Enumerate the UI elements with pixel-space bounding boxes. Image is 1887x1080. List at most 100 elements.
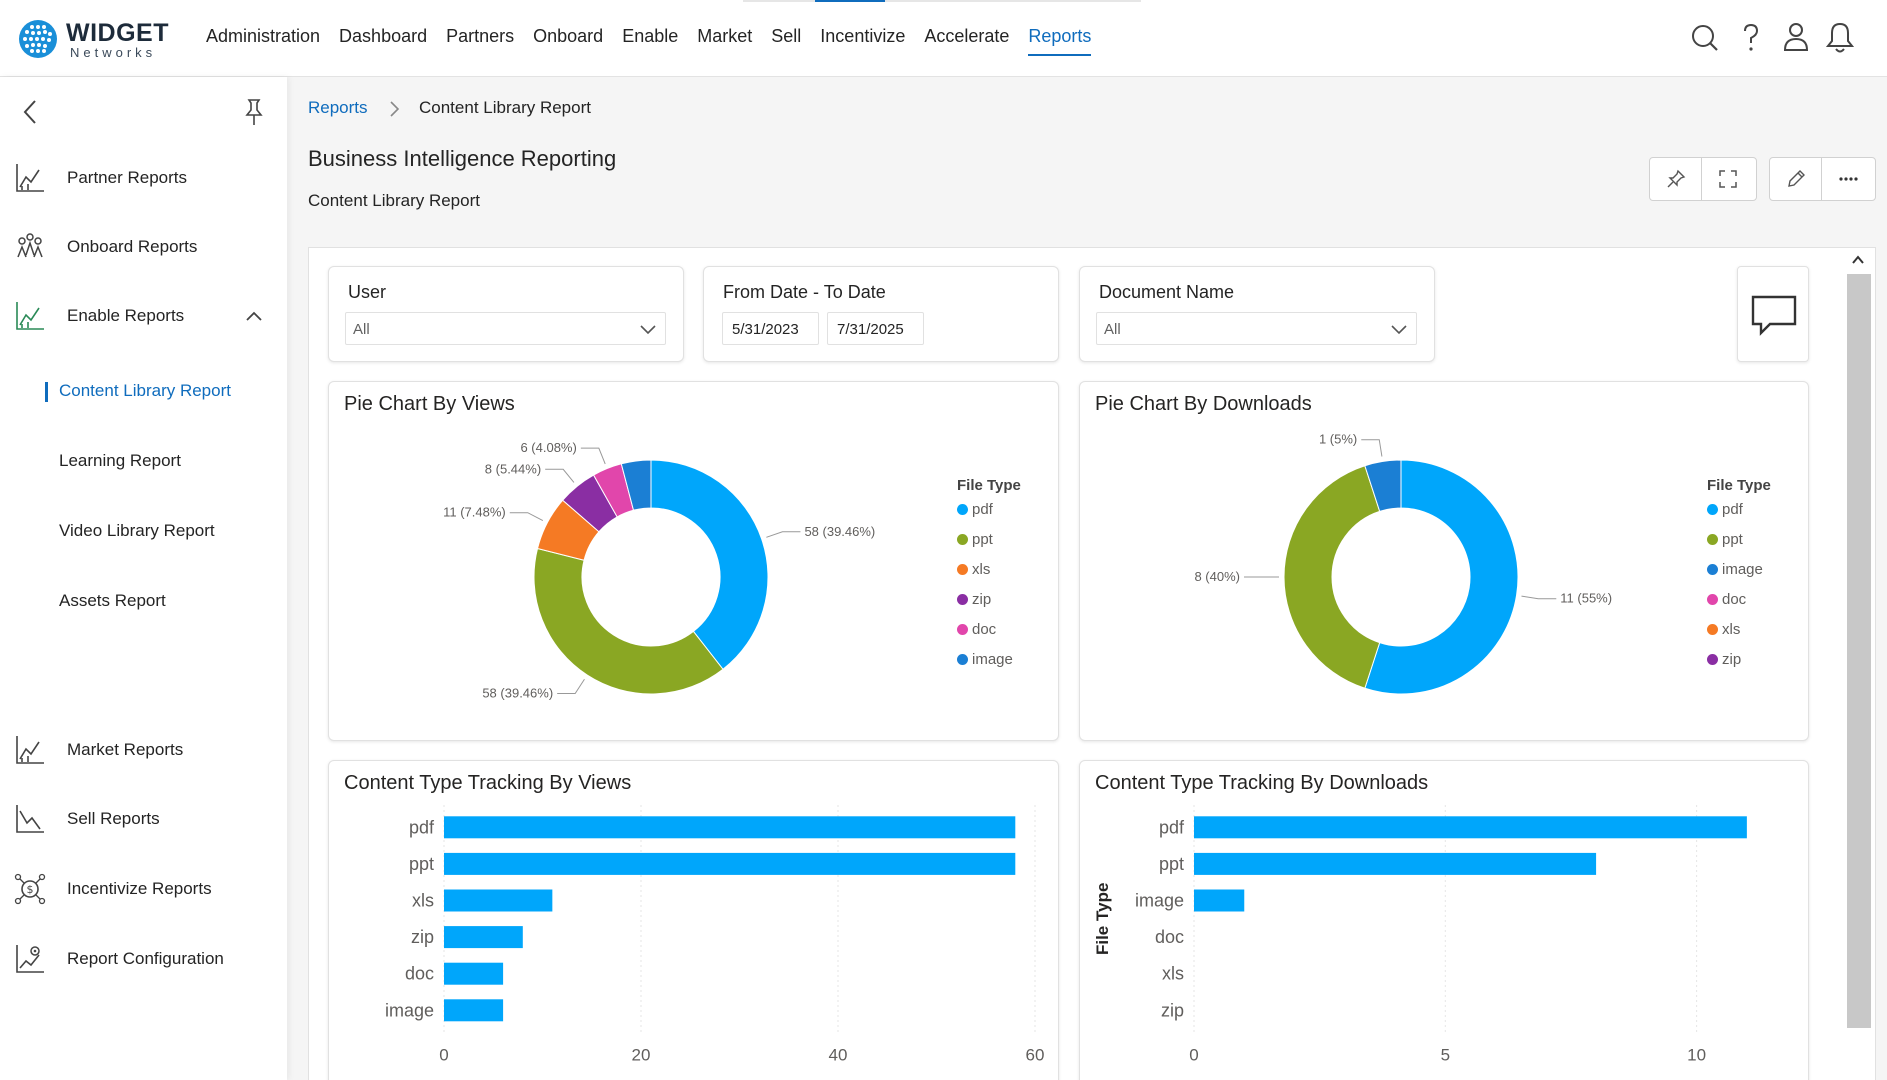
- bar-image[interactable]: [1194, 889, 1245, 912]
- pie-slice-pdf[interactable]: [1364, 459, 1519, 695]
- legend-dot: [1707, 594, 1718, 605]
- nav-onboard[interactable]: Onboard: [533, 26, 604, 46]
- logo[interactable]: WIDGET Networks: [18, 18, 169, 60]
- nav-accelerate[interactable]: Accelerate: [924, 26, 1010, 46]
- legend-item-ppt[interactable]: ppt: [1707, 531, 1807, 561]
- data-label-ppt: 58 (39.46%): [482, 685, 553, 700]
- sidebar-item-market-reports[interactable]: Market Reports: [0, 726, 287, 776]
- comment-button[interactable]: [1737, 266, 1809, 362]
- nav-partners[interactable]: Partners: [446, 26, 515, 46]
- collapse-sidebar-icon[interactable]: [18, 97, 42, 127]
- pin-icon[interactable]: [242, 97, 266, 127]
- fullscreen-button[interactable]: [1702, 158, 1754, 200]
- sidebar-sub-label: Video Library Report: [59, 521, 215, 540]
- data-label-ppt: 8 (40%): [1194, 569, 1240, 584]
- from-date-input[interactable]: 5/31/2023: [722, 312, 819, 345]
- sidebar-sub-video-library-report[interactable]: Video Library Report: [0, 510, 287, 550]
- nav-sell[interactable]: Sell: [771, 26, 802, 46]
- legend-dot: [1707, 504, 1718, 515]
- sidebar-item-incentivize-reports[interactable]: $ Incentivize Reports: [0, 865, 287, 915]
- nav-incentivize[interactable]: Incentivize: [820, 26, 906, 46]
- legend-item-xls[interactable]: xls: [957, 561, 1057, 591]
- user-select[interactable]: All: [345, 312, 666, 345]
- pie-slice-pdf[interactable]: [650, 459, 769, 670]
- x-tick-label: 40: [829, 1046, 848, 1065]
- legend-item-image[interactable]: image: [957, 651, 1057, 681]
- legend-item-zip[interactable]: zip: [957, 591, 1057, 621]
- sidebar-item-report-configuration[interactable]: Report Configuration: [0, 935, 287, 985]
- sidebar-sub-content-library-report[interactable]: Content Library Report: [0, 370, 287, 410]
- top-bar: WIDGET Networks Administration Dashboard…: [0, 0, 1887, 77]
- nav-reports[interactable]: Reports: [1028, 26, 1092, 56]
- scrollbar-thumb[interactable]: [1847, 274, 1871, 1028]
- x-tick-label: 5: [1441, 1046, 1450, 1065]
- chevron-down-icon: [1391, 325, 1407, 335]
- sidebar-sub-assets-report[interactable]: Assets Report: [0, 580, 287, 620]
- legend-item-xls[interactable]: xls: [1707, 621, 1807, 651]
- bar-ppt[interactable]: [444, 852, 1016, 875]
- sidebar-item-partner-reports[interactable]: Partner Reports: [0, 154, 287, 204]
- y-tick-label: image: [1135, 891, 1184, 911]
- search-icon[interactable]: [1688, 20, 1722, 56]
- data-label-xls: 11 (7.48%): [443, 505, 506, 520]
- nav-market[interactable]: Market: [697, 26, 753, 46]
- help-icon[interactable]: [1734, 20, 1768, 56]
- legend-item-pdf[interactable]: pdf: [957, 501, 1057, 531]
- breadcrumb-current: Content Library Report: [419, 98, 591, 117]
- legend-item-doc[interactable]: doc: [957, 621, 1057, 651]
- pie-chart-downloads-plot: 11 (55%) 8 (40%) 1 (5%): [1194, 432, 1612, 695]
- legend-item-ppt[interactable]: ppt: [957, 531, 1057, 561]
- pin-report-button[interactable]: [1650, 158, 1702, 200]
- chevron-up-icon[interactable]: [244, 306, 264, 326]
- nav-administration[interactable]: Administration: [206, 26, 321, 46]
- scroll-up-icon[interactable]: [1850, 252, 1866, 268]
- bar-image[interactable]: [444, 999, 504, 1022]
- document-filter-label: Document Name: [1099, 282, 1235, 302]
- pie-slice-ppt[interactable]: [1283, 465, 1381, 689]
- data-label-leader: [580, 447, 606, 465]
- more-options-button[interactable]: [1822, 158, 1874, 200]
- data-label-leader: [766, 531, 801, 538]
- y-axis-title: File Type: [1093, 883, 1112, 955]
- edit-button[interactable]: [1770, 158, 1822, 200]
- data-label-leader: [1361, 439, 1383, 457]
- notification-bell-icon[interactable]: [1823, 20, 1857, 56]
- document-select[interactable]: All: [1096, 312, 1417, 345]
- bar-pdf[interactable]: [1194, 816, 1747, 839]
- y-tick-label: doc: [1155, 927, 1184, 947]
- legend-item-image[interactable]: image: [1707, 561, 1807, 591]
- loading-progress: [743, 0, 1141, 2]
- y-tick-label: xls: [412, 891, 434, 911]
- logo-icon: [19, 20, 57, 58]
- sidebar-item-sell-reports[interactable]: Sell Reports: [0, 795, 287, 845]
- pie-slice-image[interactable]: [1364, 459, 1402, 513]
- nav-enable[interactable]: Enable: [622, 26, 679, 46]
- bar-pdf[interactable]: [444, 816, 1016, 839]
- y-tick-label: zip: [411, 927, 434, 947]
- bar-zip[interactable]: [444, 926, 523, 949]
- bar-ppt[interactable]: [1194, 852, 1597, 875]
- pie-slice-image[interactable]: [620, 459, 652, 511]
- date-range-label: From Date - To Date: [723, 282, 886, 302]
- legend-item-doc[interactable]: doc: [1707, 591, 1807, 621]
- legend: File Type pdf ppt xls zip doc image: [957, 477, 1057, 681]
- sidebar-sub-label: Learning Report: [59, 451, 181, 470]
- bar-doc[interactable]: [444, 962, 504, 985]
- user-icon[interactable]: [1779, 20, 1813, 56]
- user-select-value: All: [353, 321, 370, 338]
- pie-slice-ppt[interactable]: [533, 547, 724, 695]
- sidebar-item-enable-reports[interactable]: Enable Reports: [0, 292, 287, 342]
- to-date-input[interactable]: 7/31/2025: [827, 312, 924, 345]
- legend-dot: [957, 504, 968, 515]
- bar-xls[interactable]: [444, 889, 553, 912]
- sidebar-item-onboard-reports[interactable]: Onboard Reports: [0, 223, 287, 273]
- breadcrumb-reports-link[interactable]: Reports: [308, 98, 368, 117]
- data-label-leader: [545, 468, 575, 483]
- report-scrollbar[interactable]: [1845, 248, 1871, 1080]
- sidebar-sub-learning-report[interactable]: Learning Report: [0, 440, 287, 480]
- x-tick-label: 10: [1687, 1046, 1706, 1065]
- legend-item-pdf[interactable]: pdf: [1707, 501, 1807, 531]
- date-range-filter: From Date - To Date 5/31/2023 7/31/2025: [703, 266, 1059, 362]
- nav-dashboard[interactable]: Dashboard: [339, 26, 428, 46]
- legend-item-zip[interactable]: zip: [1707, 651, 1807, 681]
